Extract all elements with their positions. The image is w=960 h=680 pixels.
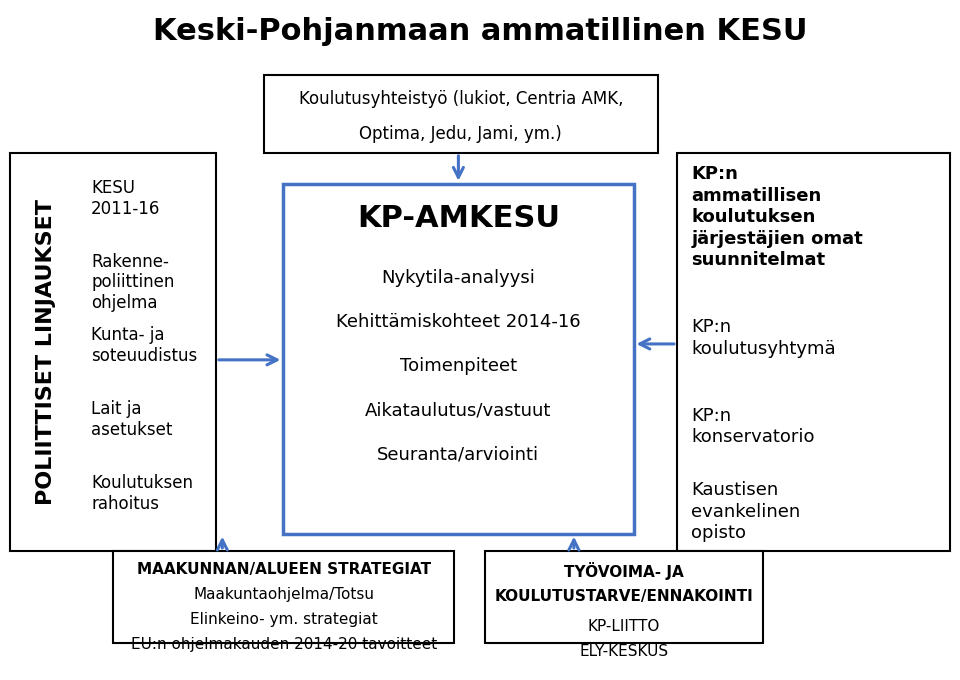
Text: KP:n
konservatorio: KP:n konservatorio [691, 407, 815, 446]
Text: Koulutusyhteistyö (lukiot, Centria AMK,: Koulutusyhteistyö (lukiot, Centria AMK, [299, 90, 623, 107]
Text: Elinkeino- ym. strategiat: Elinkeino- ym. strategiat [190, 612, 377, 627]
Text: KP:n
koulutusyhtymä: KP:n koulutusyhtymä [691, 318, 836, 358]
Text: EU:n ohjelmakauden 2014-20 tavoitteet: EU:n ohjelmakauden 2014-20 tavoitteet [131, 637, 437, 652]
Text: Toimenpiteet: Toimenpiteet [399, 357, 517, 375]
FancyBboxPatch shape [283, 184, 634, 534]
Text: Koulutuksen
rahoitus: Koulutuksen rahoitus [91, 474, 193, 513]
Text: KESU
2011-16: KESU 2011-16 [91, 179, 160, 218]
Text: KP-AMKESU: KP-AMKESU [357, 204, 560, 233]
FancyBboxPatch shape [677, 153, 950, 551]
Text: KOULUTUSTARVE/ENNAKOINTI: KOULUTUSTARVE/ENNAKOINTI [494, 589, 754, 604]
Text: Nykytila-analyysi: Nykytila-analyysi [381, 269, 536, 286]
FancyBboxPatch shape [264, 75, 658, 153]
Text: TYÖVOIMA- JA: TYÖVOIMA- JA [564, 562, 684, 579]
FancyBboxPatch shape [113, 551, 454, 643]
Text: Keski-Pohjanmaan ammatillinen KESU: Keski-Pohjanmaan ammatillinen KESU [153, 17, 807, 46]
FancyBboxPatch shape [10, 153, 216, 551]
Text: KP:n
ammatillisen
koulutuksen
järjestäjien omat
suunnitelmat: KP:n ammatillisen koulutuksen järjestäji… [691, 165, 863, 269]
Text: Kehittämiskohteet 2014-16: Kehittämiskohteet 2014-16 [336, 313, 581, 330]
Text: Kaustisen
evankelinen
opisto: Kaustisen evankelinen opisto [691, 481, 801, 543]
Text: Optima, Jedu, Jami, ym.): Optima, Jedu, Jami, ym.) [359, 125, 563, 143]
Text: Aikataulutus/vastuut: Aikataulutus/vastuut [365, 401, 552, 419]
Text: Lait ja
asetukset: Lait ja asetukset [91, 401, 173, 439]
Text: MAAKUNNAN/ALUEEN STRATEGIAT: MAAKUNNAN/ALUEEN STRATEGIAT [136, 562, 431, 577]
Text: Seuranta/arviointi: Seuranta/arviointi [377, 445, 540, 463]
FancyBboxPatch shape [485, 551, 763, 643]
Text: Maakuntaohjelma/Totsu: Maakuntaohjelma/Totsu [193, 587, 374, 602]
Text: Rakenne-
poliittinen
ohjelma: Rakenne- poliittinen ohjelma [91, 253, 175, 312]
Text: ELY-KESKUS: ELY-KESKUS [580, 644, 668, 659]
Text: KP-LIITTO: KP-LIITTO [588, 619, 660, 634]
Text: POLIITTISET LINJAUKSET: POLIITTISET LINJAUKSET [36, 199, 56, 505]
Text: Kunta- ja
soteuudistus: Kunta- ja soteuudistus [91, 326, 198, 365]
